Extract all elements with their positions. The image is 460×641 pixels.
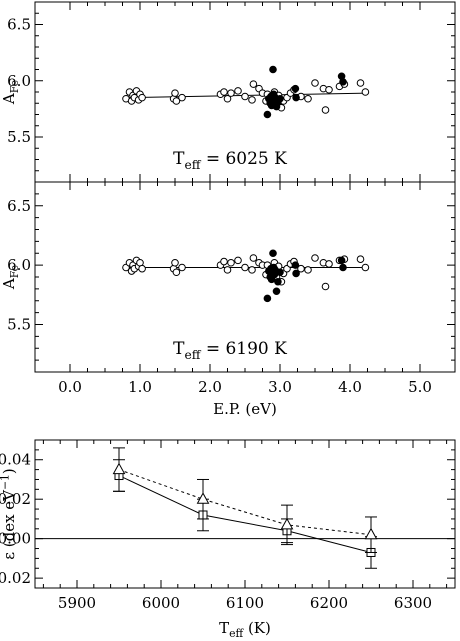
open-point xyxy=(361,88,370,96)
y-tick-label: 5.5 xyxy=(7,128,31,146)
x-tick-label: 1.0 xyxy=(128,378,152,396)
open-point xyxy=(171,89,179,97)
axes-frame xyxy=(34,439,456,589)
filled-point xyxy=(291,84,300,93)
panel-middle: 5.5 6.0 6.5 0.0 1.0 2.0 3.0 4.0 5.0 E.P. (eV) AFe T… xyxy=(0,181,456,418)
filled-point xyxy=(274,277,282,286)
open-point xyxy=(304,94,312,103)
open-point xyxy=(172,268,181,277)
open-point xyxy=(227,89,235,97)
x-tick-label: 6200 xyxy=(310,594,348,612)
open-point xyxy=(178,263,186,272)
x-axis-title: E.P. (eV) xyxy=(213,400,277,418)
open-point xyxy=(220,257,228,266)
filled-point xyxy=(269,65,277,74)
open-point xyxy=(248,96,256,104)
open-point xyxy=(223,266,232,274)
x-tick-label: 0.0 xyxy=(58,378,82,396)
open-point xyxy=(249,80,258,88)
filled-point xyxy=(337,256,346,265)
y-tick-label: 0.00 xyxy=(0,530,31,548)
open-point xyxy=(311,79,319,87)
x-tick-label: 3.0 xyxy=(268,378,292,396)
x-tick-label: 6000 xyxy=(142,594,180,612)
open-point xyxy=(178,93,186,102)
filled-point xyxy=(263,110,272,119)
filled-point xyxy=(339,263,347,272)
y-tick-label: 6.0 xyxy=(7,256,31,274)
x-tick-label: 4.0 xyxy=(338,378,362,396)
open-point xyxy=(325,85,333,94)
open-point xyxy=(248,266,256,274)
teff-annotation: Teff = 6025 K xyxy=(173,149,287,172)
open-point xyxy=(234,256,242,265)
triangle-marker xyxy=(280,517,294,530)
triangle-marker xyxy=(196,492,210,504)
x-axis-title: Teff (K) xyxy=(219,619,271,640)
open-point xyxy=(356,255,365,263)
open-point xyxy=(249,254,258,262)
y-tick-label: −0.02 xyxy=(0,569,31,587)
open-point xyxy=(297,264,305,273)
y-tick-label: 6.0 xyxy=(7,72,31,90)
y-axis-title: AFe xyxy=(0,80,21,105)
open-point xyxy=(227,258,235,267)
y-tick-label: 0.04 xyxy=(0,451,31,469)
filled-point xyxy=(339,78,347,86)
triangle-marker xyxy=(364,527,378,540)
panel-bottom: 5900 6000 6100 6200 6300 −0.02 0.00 0.02 0.04 Tef… xyxy=(0,439,456,640)
open-point xyxy=(138,93,146,102)
open-point xyxy=(138,264,146,273)
filled-point xyxy=(272,287,281,296)
teff-annotation: Teff = 6190 K xyxy=(173,339,287,362)
filled-point xyxy=(292,93,300,102)
panel-top: 5.5 6.0 6.5 AFe Teff = 6025 K xyxy=(0,1,456,183)
y-tick-label: 5.5 xyxy=(7,316,31,334)
filled-point xyxy=(276,268,284,277)
filled-point xyxy=(292,269,300,278)
y-tick-label: 0.02 xyxy=(0,490,31,508)
open-point xyxy=(223,94,232,103)
open-point xyxy=(241,92,249,101)
open-point xyxy=(311,254,319,262)
open-point xyxy=(234,87,242,95)
open-point xyxy=(241,263,249,272)
y-tick-label: 6.5 xyxy=(7,197,31,215)
triangle-marker xyxy=(112,462,126,475)
filled-point xyxy=(276,94,284,103)
open-point xyxy=(321,282,330,291)
y-axis-title: AFe xyxy=(0,265,21,290)
open-point xyxy=(171,258,179,267)
y-tick-label: 6.5 xyxy=(7,16,31,34)
open-point xyxy=(220,88,228,96)
filled-point xyxy=(291,261,300,269)
y-axis-title: ε (dex eV−1) xyxy=(0,468,18,560)
open-point xyxy=(356,79,365,87)
filled-point xyxy=(269,249,277,258)
filled-point xyxy=(263,294,272,303)
open-point xyxy=(321,106,330,114)
open-point xyxy=(172,97,181,105)
x-tick-label: 2.0 xyxy=(198,378,222,396)
x-tick-label: 6100 xyxy=(226,594,264,612)
x-tick-label: 6300 xyxy=(394,594,432,612)
square-series-line xyxy=(118,475,372,553)
open-point xyxy=(325,260,333,268)
triangle-series-line xyxy=(118,469,372,536)
x-tick-label: 5900 xyxy=(58,594,96,612)
open-point xyxy=(304,266,312,274)
x-tick-label: 5.0 xyxy=(408,378,432,396)
open-point xyxy=(361,263,370,272)
